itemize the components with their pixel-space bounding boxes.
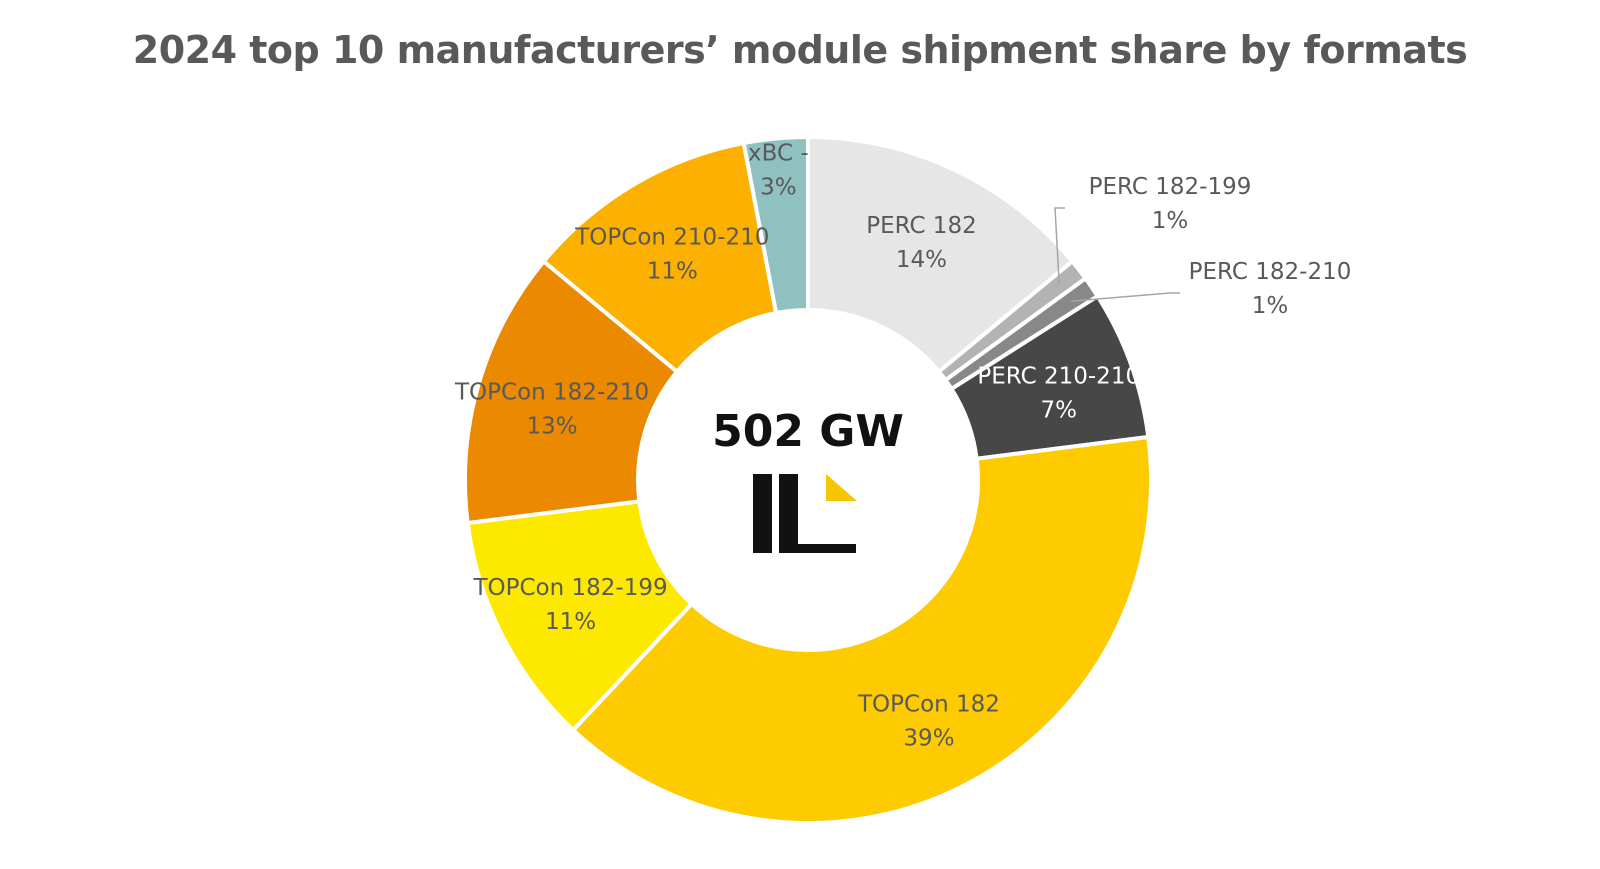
slice-labels: PERC 182 14% PERC 182-199 1% PERC 182-210 1% P… [454,140,1351,751]
slice-perc-182 [806,134,1076,375]
slice-topcon-182-199 [465,499,695,733]
center-total-label: 502 GW [712,406,904,457]
slice-topcon-182 [570,434,1153,826]
chart-title: 2024 top 10 manufacturers’ module shipme… [132,28,1468,72]
donut-slices [463,134,1153,826]
leader-line-perc-182-210 [1070,292,1180,303]
slice-label-topcon-182-210: TOPCon 182-210 13% [454,380,649,440]
slice-label-xbc: xBC -3% [748,140,809,200]
slice-label-perc-182-210: PERC 182-210 1% [1189,259,1352,319]
leader-line-perc-182-199 [1054,207,1065,286]
slice-xbc [741,134,810,316]
leader-lines [1054,207,1180,303]
il-logo [753,474,857,553]
slice-topcon-210-210 [540,140,779,375]
slice-label-topcon-210-210: TOPCon 210-210 11% [574,225,769,285]
slice-label-topcon-182-199: TOPCon 182-199 11% [472,575,667,635]
slice-label-perc-210-210: PERC 210-210 7% [977,364,1140,424]
slice-label-perc-182: PERC 182 14% [866,213,977,273]
slice-label-topcon-182: TOPCon 182 39% [857,691,1000,751]
slice-label-perc-182-199: PERC 182-199 1% [1089,174,1252,234]
slice-topcon-182-210 [463,258,680,526]
